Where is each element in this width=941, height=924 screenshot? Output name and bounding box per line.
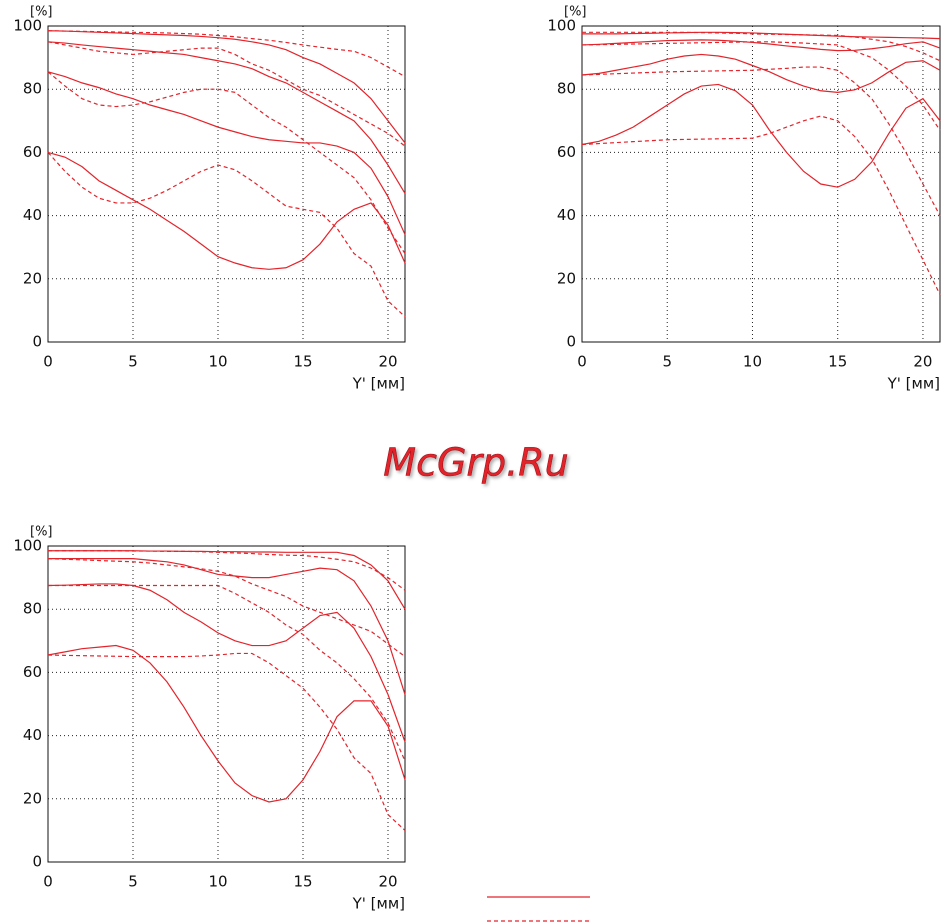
series-line	[581, 66, 941, 216]
x-tick-label: 20	[378, 873, 397, 891]
x-tick-label: 15	[293, 873, 312, 891]
series-line	[47, 151, 406, 270]
series-line	[47, 151, 406, 318]
x-tick-label: 10	[743, 353, 762, 371]
x-tick-label: 20	[378, 353, 397, 371]
series-line	[581, 41, 941, 131]
series-line	[48, 550, 406, 610]
y-tick-label: 40	[23, 206, 42, 224]
y-tick-label: 40	[23, 726, 42, 744]
series-line	[47, 41, 406, 147]
series-line	[581, 115, 941, 295]
y-axis-label: [%]	[30, 5, 53, 20]
series-line	[582, 31, 941, 62]
series-line	[47, 558, 406, 658]
y-tick-label: 60	[23, 663, 42, 681]
series-line	[582, 31, 941, 40]
x-axis-label: Y' [мм]	[352, 375, 405, 393]
series-line	[48, 558, 406, 695]
x-tick-label: 5	[128, 353, 138, 371]
y-tick-label: 60	[23, 143, 42, 161]
y-tick-label: 80	[23, 600, 42, 618]
x-tick-label: 0	[577, 353, 587, 371]
y-axis-label: [%]	[564, 5, 587, 20]
x-tick-label: 10	[208, 873, 227, 891]
y-tick-label: 0	[32, 853, 42, 871]
series-line	[47, 644, 406, 803]
plot-frame	[47, 545, 406, 863]
series-line	[581, 39, 941, 52]
series-line	[47, 652, 406, 831]
series-line	[581, 83, 941, 188]
x-tick-label: 15	[293, 353, 312, 371]
x-tick-label: 15	[828, 353, 847, 371]
x-tick-label: 5	[128, 873, 138, 891]
y-tick-label: 20	[557, 269, 576, 287]
series-line	[47, 30, 406, 78]
series-line	[48, 550, 406, 591]
y-tick-label: 20	[23, 789, 42, 807]
x-axis-label: Y' [мм]	[352, 895, 405, 913]
watermark: McGrp.Ru	[383, 441, 568, 485]
x-tick-label: 10	[208, 353, 227, 371]
series-line	[581, 53, 941, 93]
y-tick-label: 100	[547, 17, 576, 35]
series-line	[47, 71, 406, 254]
y-tick-label: 0	[566, 333, 576, 351]
y-axis-label: [%]	[30, 525, 53, 540]
y-tick-label: 0	[32, 333, 42, 351]
y-tick-label: 100	[13, 537, 42, 555]
series-line	[48, 584, 406, 762]
y-tick-label: 20	[23, 269, 42, 287]
series-line	[47, 71, 406, 235]
y-tick-label: 80	[557, 80, 576, 98]
series-line	[47, 41, 406, 194]
y-tick-label: 40	[557, 206, 576, 224]
x-axis-label: Y' [мм]	[887, 375, 940, 393]
x-tick-label: 0	[43, 873, 53, 891]
y-tick-label: 100	[13, 17, 42, 35]
x-tick-label: 5	[662, 353, 672, 371]
series-line	[47, 30, 406, 144]
x-tick-label: 20	[913, 353, 932, 371]
y-tick-label: 80	[23, 80, 42, 98]
plot-frame	[47, 25, 406, 343]
y-tick-label: 60	[557, 143, 576, 161]
series-line	[47, 583, 406, 743]
plot-frame	[581, 25, 941, 343]
x-tick-label: 0	[43, 353, 53, 371]
